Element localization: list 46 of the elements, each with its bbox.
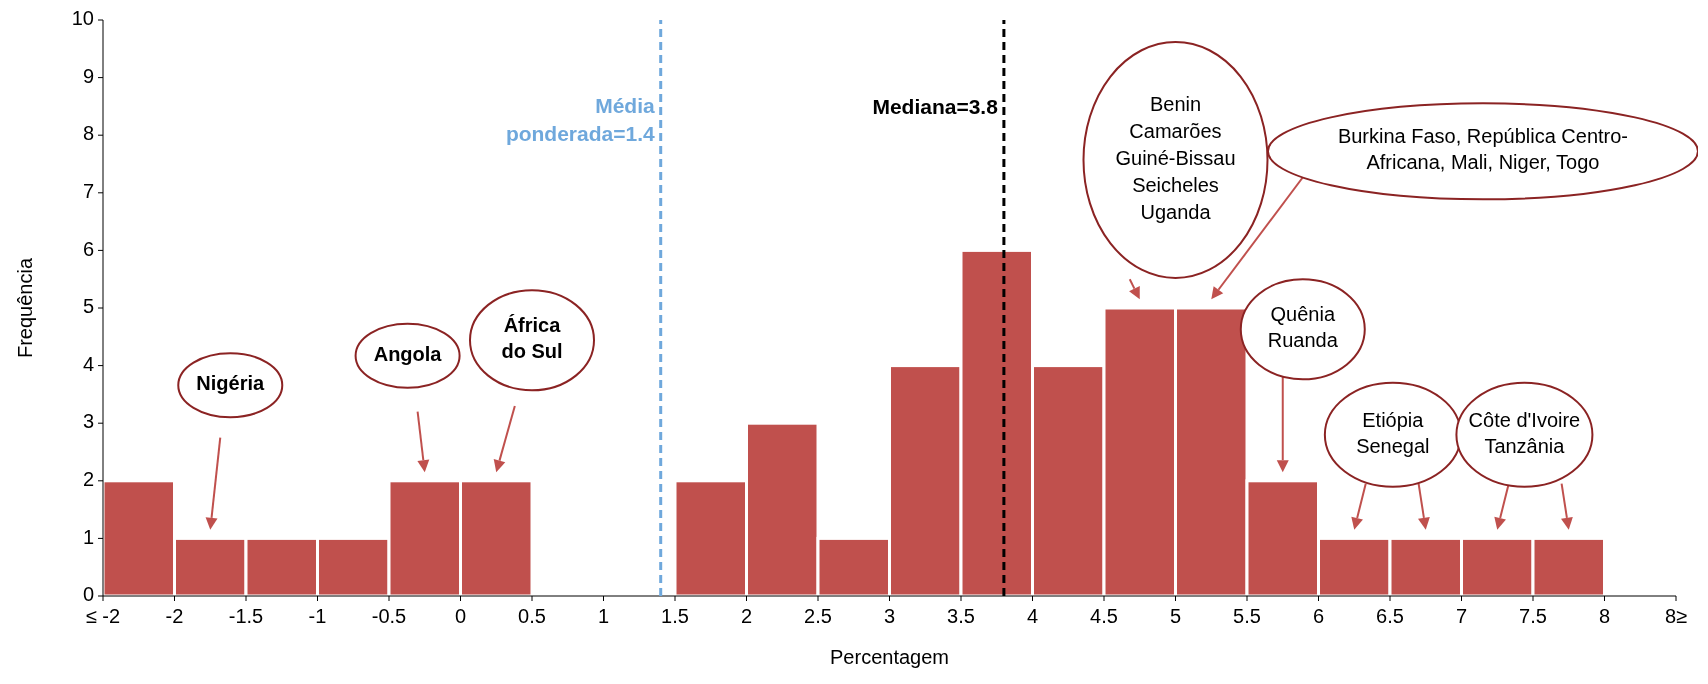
ref-line-label: Mediana=3.8 [872, 94, 999, 118]
y-tick-label: 0 [82, 583, 94, 606]
x-tick-label: -1.5 [228, 605, 264, 628]
x-tick-label: -1 [308, 605, 327, 628]
x-tick-label: 5.5 [1233, 605, 1261, 628]
x-tick-label: 2 [740, 605, 753, 628]
x-tick-label: 8 [1598, 605, 1611, 628]
annotation: Nigéria [196, 372, 266, 395]
x-tick-label: ≤ -2 [85, 605, 121, 628]
annotation: Quênia Ruanda [1267, 303, 1339, 352]
x-axis-title: Percentagem [830, 646, 949, 668]
y-tick-label: 3 [82, 410, 94, 433]
x-tick-label: 7 [1455, 605, 1468, 628]
y-tick-label: 9 [82, 64, 94, 87]
ref-line-label: Média ponderada=1.4 [505, 93, 656, 145]
x-tick-label: -2 [165, 605, 184, 628]
y-tick-label: 8 [82, 122, 94, 145]
x-tick-label: 2.5 [804, 605, 832, 628]
x-tick-label: 1.5 [661, 605, 689, 628]
x-tick-label: 7.5 [1519, 605, 1547, 628]
x-tick-label: 3 [883, 605, 896, 628]
y-tick-label: 5 [82, 295, 94, 318]
annotation: Etiópia Senegal [1356, 409, 1430, 457]
y-axis-title: Frequência [14, 257, 36, 359]
x-tick-label: 0 [454, 605, 467, 628]
annotation: Côte d'Ivoire Tanzânia [1468, 409, 1581, 457]
x-tick-label: 6.5 [1376, 605, 1404, 628]
y-tick-label: 6 [82, 237, 94, 260]
x-tick-label: 0.5 [518, 605, 546, 628]
x-tick-label: 1 [597, 605, 610, 628]
y-tick-label: 10 [71, 7, 94, 30]
x-tick-label: 8≥ [1664, 605, 1688, 628]
annotation: África do Sul [501, 314, 563, 363]
x-tick-label: 5 [1169, 605, 1182, 628]
annotation: Benin Camarões Guiné-Bissau Seicheles Uganda [1115, 93, 1236, 224]
y-tick-label: 7 [82, 180, 94, 203]
x-tick-label: -0.5 [371, 605, 407, 628]
x-tick-label: 6 [1312, 605, 1325, 628]
y-tick-label: 2 [82, 468, 94, 491]
x-tick-label: 4 [1026, 605, 1039, 628]
x-tick-label: 4.5 [1090, 605, 1118, 628]
annotation: Angola [373, 343, 443, 366]
y-tick-label: 4 [82, 352, 94, 375]
y-tick-label: 1 [82, 525, 94, 548]
x-tick-label: 3.5 [947, 605, 975, 628]
annotation: Burkina Faso, República Centro- Africana, Mali, Niger, Togo [1337, 125, 1629, 174]
